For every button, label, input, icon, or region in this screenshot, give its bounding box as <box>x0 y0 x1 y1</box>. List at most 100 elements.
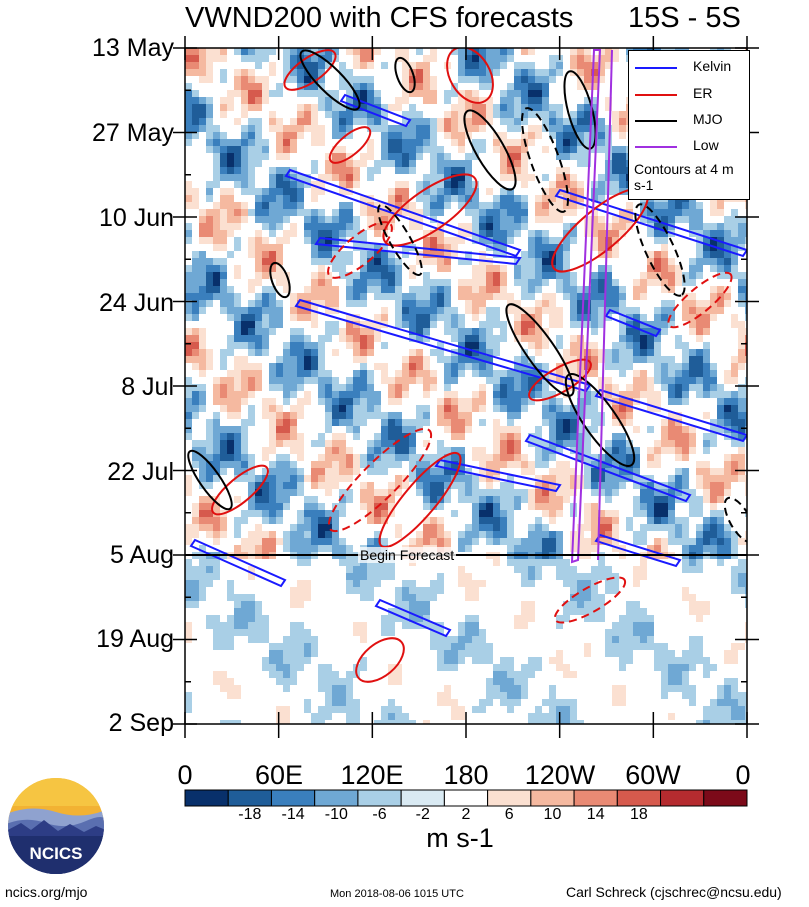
field-cell <box>395 202 402 209</box>
field-cell <box>304 153 311 160</box>
field-cell <box>318 83 325 90</box>
field-cell <box>605 286 612 293</box>
field-cell <box>395 195 402 202</box>
field-cell <box>416 314 423 321</box>
field-cell <box>283 419 290 426</box>
field-cell <box>465 538 472 545</box>
field-cell <box>542 412 549 419</box>
field-cell <box>465 167 472 174</box>
field-cell <box>199 146 206 153</box>
field-cell <box>199 97 206 104</box>
field-cell <box>199 48 206 55</box>
field-cell <box>444 531 451 538</box>
field-cell <box>255 321 262 328</box>
field-cell <box>675 454 682 461</box>
field-cell <box>423 496 430 503</box>
field-cell <box>248 125 255 132</box>
field-cell <box>339 230 346 237</box>
field-cell <box>269 468 276 475</box>
field-cell <box>458 419 465 426</box>
field-cell <box>654 223 661 230</box>
field-cell <box>290 300 297 307</box>
field-cell <box>724 314 731 321</box>
field-cell <box>213 328 220 335</box>
field-cell <box>185 300 192 307</box>
field-cell <box>626 447 633 454</box>
field-cell <box>318 384 325 391</box>
field-cell <box>640 356 647 363</box>
field-cell <box>276 237 283 244</box>
field-cell <box>717 531 724 538</box>
field-cell <box>276 251 283 258</box>
field-cell <box>185 489 192 496</box>
field-cell <box>549 510 556 517</box>
field-cell <box>332 510 339 517</box>
field-cell <box>507 405 514 412</box>
field-cell <box>542 559 549 566</box>
field-cell <box>542 48 549 55</box>
field-cell <box>381 454 388 461</box>
field-cell <box>185 223 192 230</box>
field-cell <box>605 265 612 272</box>
field-cell <box>409 363 416 370</box>
field-cell <box>570 342 577 349</box>
field-cell <box>626 258 633 265</box>
field-cell <box>395 293 402 300</box>
field-cell <box>262 307 269 314</box>
field-cell <box>430 384 437 391</box>
field-cell <box>353 174 360 181</box>
field-cell <box>304 405 311 412</box>
field-cell <box>724 279 731 286</box>
field-cell <box>479 307 486 314</box>
field-cell <box>234 391 241 398</box>
field-cell <box>668 482 675 489</box>
field-cell <box>472 139 479 146</box>
field-cell <box>185 545 192 552</box>
field-cell <box>290 272 297 279</box>
field-cell <box>710 391 717 398</box>
field-cell <box>290 356 297 363</box>
field-cell <box>213 538 220 545</box>
field-cell <box>514 433 521 440</box>
field-cell <box>255 293 262 300</box>
field-cell <box>346 314 353 321</box>
field-cell <box>311 83 318 90</box>
field-cell <box>339 251 346 258</box>
field-cell <box>745 363 747 370</box>
field-cell <box>430 230 437 237</box>
field-cell <box>577 328 584 335</box>
field-cell <box>689 461 696 468</box>
field-cell <box>535 104 542 111</box>
field-cell <box>465 216 472 223</box>
field-cell <box>668 265 675 272</box>
field-cell <box>290 153 297 160</box>
field-cell <box>367 342 374 349</box>
field-cell <box>220 335 227 342</box>
field-cell <box>325 258 332 265</box>
field-cell <box>360 237 367 244</box>
field-cell <box>290 321 297 328</box>
field-cell <box>451 286 458 293</box>
field-cell <box>402 125 409 132</box>
field-cell <box>318 132 325 139</box>
field-cell <box>444 97 451 104</box>
field-cell <box>283 265 290 272</box>
field-cell <box>255 482 262 489</box>
field-cell <box>612 405 619 412</box>
field-cell <box>570 209 577 216</box>
field-cell <box>605 237 612 244</box>
field-cell <box>290 363 297 370</box>
field-cell <box>521 286 528 293</box>
field-cell <box>430 349 437 356</box>
field-cell <box>297 363 304 370</box>
field-cell <box>521 174 528 181</box>
field-cell <box>598 146 605 153</box>
field-cell <box>626 342 633 349</box>
field-cell <box>563 356 570 363</box>
field-cell <box>318 174 325 181</box>
field-cell <box>731 370 738 377</box>
field-cell <box>437 202 444 209</box>
field-cell <box>325 237 332 244</box>
field-cell <box>472 146 479 153</box>
field-cell <box>598 230 605 237</box>
